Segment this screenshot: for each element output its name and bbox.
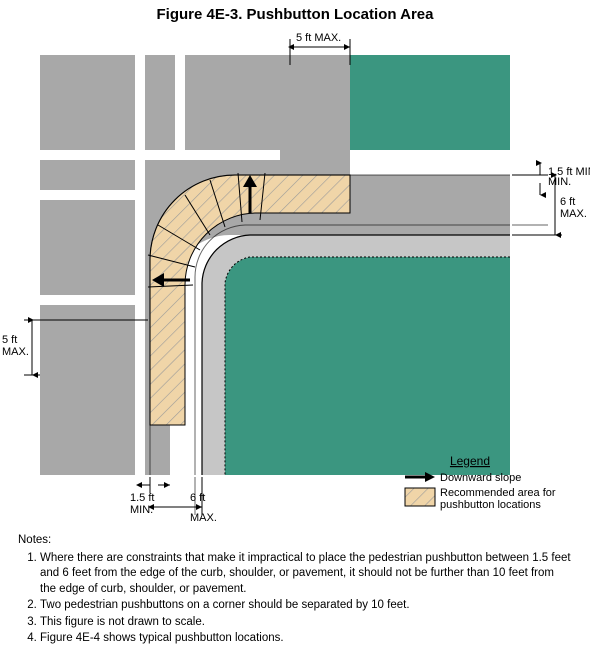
- svg-text:pushbutton locations: pushbutton locations: [440, 499, 541, 511]
- svg-text:MAX.: MAX.: [560, 208, 587, 220]
- svg-text:MIN.: MIN.: [548, 176, 571, 188]
- notes-title: Notes:: [18, 533, 572, 549]
- figure-diagram: 5 ft MAX. 1.5 ft MIN. MIN. 6 ft MAX. 5 f…: [0, 25, 590, 525]
- svg-text:MAX.: MAX.: [190, 512, 217, 524]
- svg-text:1.5 ft: 1.5 ft: [130, 492, 154, 504]
- bottom-6ft-dim: 6 ft MAX.: [150, 477, 217, 524]
- block-r1c1: [40, 55, 135, 150]
- svg-text:5 ft MAX.: 5 ft MAX.: [296, 32, 341, 44]
- notes-section: Notes: Where there are constraints that …: [0, 525, 590, 658]
- block-r3c1: [40, 200, 135, 295]
- green-main: [225, 257, 510, 475]
- svg-text:MIN.: MIN.: [130, 504, 153, 516]
- svg-text:Downward slope: Downward slope: [440, 472, 521, 484]
- svg-text:6 ft: 6 ft: [560, 196, 575, 208]
- note-4: Figure 4E-4 shows typical pushbutton loc…: [40, 631, 572, 647]
- block-r4c1: [40, 305, 135, 475]
- svg-text:Legend: Legend: [450, 454, 490, 468]
- svg-text:MAX.: MAX.: [2, 346, 29, 358]
- note-3: This figure is not drawn to scale.: [40, 615, 572, 631]
- note-2: Two pedestrian pushbuttons on a corner s…: [40, 598, 572, 614]
- block-r1c3: [185, 55, 280, 150]
- svg-text:5 ft: 5 ft: [2, 334, 17, 346]
- bottom-1-5ft-dim: 1.5 ft MIN.: [130, 477, 195, 516]
- note-1: Where there are constraints that make it…: [40, 551, 572, 598]
- svg-text:Recommended area for: Recommended area for: [440, 487, 556, 499]
- block-r1c2: [145, 55, 175, 150]
- figure-title: Figure 4E-3. Pushbutton Location Area: [0, 0, 590, 25]
- svg-text:6 ft: 6 ft: [190, 492, 205, 504]
- block-r2c1: [40, 160, 135, 190]
